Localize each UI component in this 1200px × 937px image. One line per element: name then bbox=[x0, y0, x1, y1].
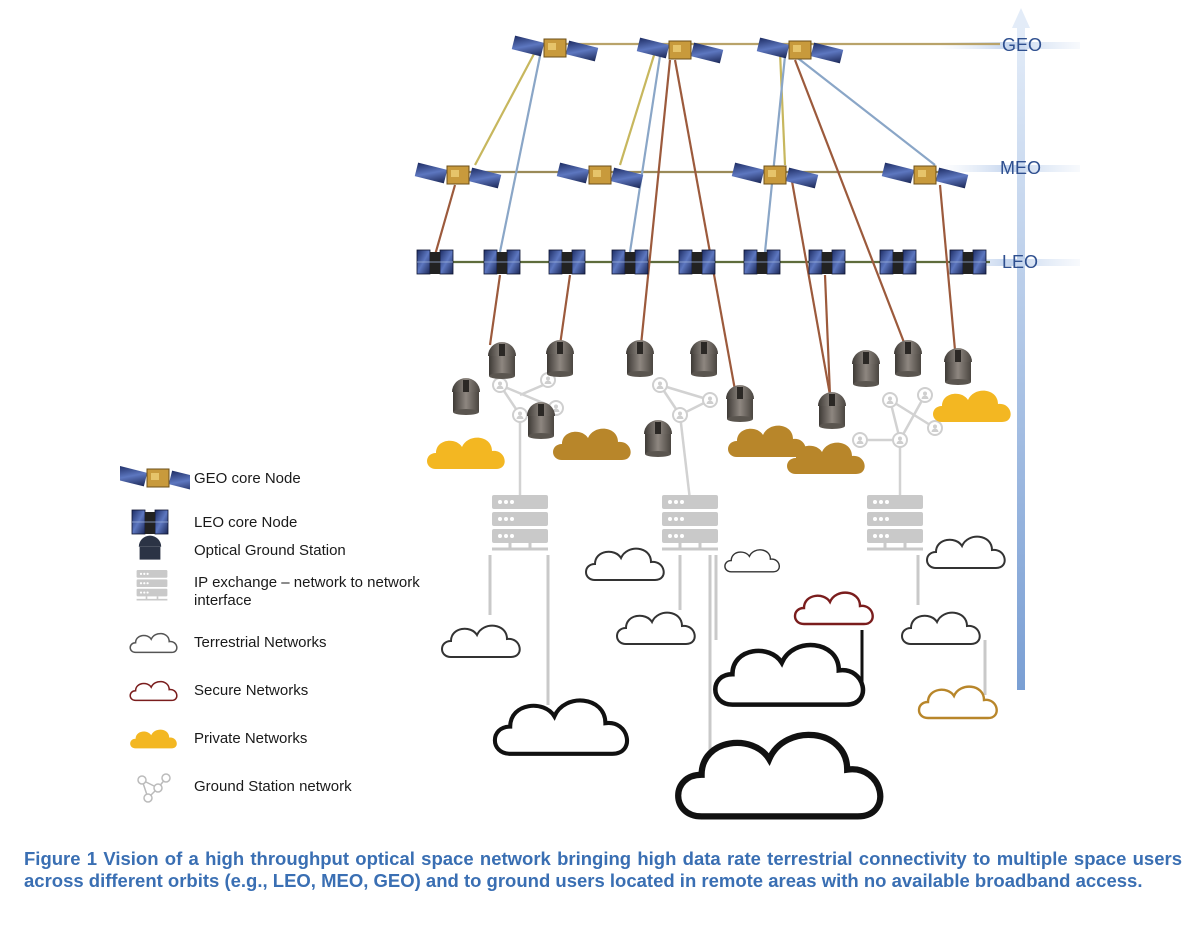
geo-satellite-icon bbox=[120, 465, 190, 492]
meo-satellites bbox=[414, 162, 969, 189]
ground-station-icon bbox=[726, 385, 754, 422]
network-diagram: GEO MEO LEO bbox=[414, 8, 1080, 830]
meo-satellite-icon bbox=[731, 162, 819, 189]
altitude-arrow bbox=[1012, 8, 1030, 690]
legend-item-private-networks: Private Networks bbox=[120, 722, 480, 752]
legend-item-geo-core-node: GEO core Node bbox=[120, 462, 480, 492]
network-node-icon bbox=[917, 387, 933, 403]
network-node-icon bbox=[852, 432, 868, 448]
ground-station-icon bbox=[818, 392, 846, 429]
terrestrial-cloud-icon bbox=[724, 549, 780, 573]
leo-satellite-icon bbox=[879, 249, 917, 275]
terrestrial-links bbox=[488, 555, 987, 770]
legend-label: Optical Ground Station bbox=[194, 542, 346, 559]
ground-station-icon bbox=[488, 342, 516, 379]
large-terrestrial-networks bbox=[495, 645, 880, 816]
meo-orbit-label: MEO bbox=[1000, 158, 1041, 178]
legend-item-terrestrial-networks: Terrestrial Networks bbox=[120, 626, 480, 656]
legend-label: Ground Station network bbox=[194, 778, 352, 795]
geo-satellite-icon bbox=[636, 37, 724, 64]
terrestrial-cloud-icon bbox=[585, 547, 665, 581]
orbit-bands bbox=[940, 42, 1080, 266]
network-node-icon bbox=[892, 432, 908, 448]
legend-item-ip-exchange: IP exchange – network to network interfa… bbox=[120, 566, 480, 612]
legend-label: LEO core Node bbox=[194, 514, 298, 531]
leo-satellite-icon bbox=[416, 249, 454, 275]
server-rack-icon bbox=[865, 493, 925, 551]
network-node-icon bbox=[702, 392, 718, 408]
secure-cloud-icon bbox=[129, 680, 178, 702]
network-node-icon bbox=[882, 392, 898, 408]
server-rack-icon bbox=[660, 493, 720, 551]
legend-item-secure-networks: Secure Networks bbox=[120, 674, 480, 704]
geo-satellite-icon bbox=[511, 35, 599, 62]
leo-satellites bbox=[416, 249, 987, 275]
leo-satellite-icon bbox=[743, 249, 781, 275]
leo-satellite-icon bbox=[678, 249, 716, 275]
geo-orbit-label: GEO bbox=[1002, 35, 1042, 55]
leo-satellite-icon bbox=[808, 249, 846, 275]
leo-satellite-icon bbox=[548, 249, 586, 275]
terrestrial-cloud-icon bbox=[715, 645, 863, 705]
ground-station-icon bbox=[138, 535, 162, 560]
ground-station-icon bbox=[546, 340, 574, 377]
legend-label: Private Networks bbox=[194, 730, 308, 747]
terrestrial-cloud-icon bbox=[495, 700, 627, 753]
ground-station-icon bbox=[852, 350, 880, 387]
legend-item-optical-ground-station: Optical Ground Station bbox=[120, 534, 480, 564]
meo-satellite-icon bbox=[556, 162, 644, 189]
figure-caption: Figure 1 Vision of a high throughput opt… bbox=[24, 848, 1182, 891]
network-node-icon bbox=[512, 407, 528, 423]
leo-satellite-icon bbox=[611, 249, 649, 275]
legend-label: IP exchange – network to network interfa… bbox=[194, 574, 420, 609]
geo-satellites bbox=[511, 35, 844, 64]
ip-exchanges bbox=[490, 493, 925, 551]
terrestrial-cloud-icon bbox=[926, 535, 1006, 569]
server-rack-icon bbox=[135, 569, 169, 601]
legend-label: GEO core Node bbox=[194, 470, 301, 487]
ground-station-icon bbox=[527, 402, 555, 439]
private-cloud-icon bbox=[130, 729, 177, 749]
legend-item-ground-station-network: Ground Station network bbox=[120, 770, 480, 803]
private-cloud-icon bbox=[728, 425, 806, 457]
ground-station-icon bbox=[644, 420, 672, 457]
leo-satellite-icon bbox=[483, 249, 521, 275]
legend-item-leo-core-node: LEO core Node bbox=[120, 506, 480, 536]
ground-station-icon bbox=[944, 348, 972, 385]
terrestrial-networks bbox=[441, 535, 1006, 658]
meo-satellite-icon bbox=[414, 162, 502, 189]
network-node-icon bbox=[652, 377, 668, 393]
ground-station-icon bbox=[690, 340, 718, 377]
secure-cloud-icon bbox=[793, 591, 874, 626]
server-rack-icon bbox=[490, 493, 550, 551]
network-node-icon bbox=[927, 420, 943, 436]
terrestrial-cloud-icon bbox=[129, 632, 178, 654]
network-node-icon bbox=[672, 407, 688, 423]
private-networks bbox=[427, 390, 1011, 474]
network-graph-icon bbox=[137, 773, 171, 803]
ground-station-icon bbox=[452, 378, 480, 415]
leo-satellite-icon bbox=[949, 249, 987, 275]
network-node-icon bbox=[492, 377, 508, 393]
private-cloud-icon bbox=[553, 428, 631, 460]
private-cloud-icon bbox=[933, 390, 1011, 422]
legend-label: Terrestrial Networks bbox=[194, 634, 327, 651]
ground-station-icon bbox=[626, 340, 654, 377]
terrestrial-cloud-icon bbox=[901, 611, 981, 645]
legend: GEO core Node LEO core Node Optical Grou… bbox=[120, 460, 480, 820]
leo-orbit-label: LEO bbox=[1002, 252, 1038, 272]
terrestrial-cloud-icon bbox=[616, 611, 696, 645]
ground-station-icon bbox=[894, 340, 922, 377]
legend-label: Secure Networks bbox=[194, 682, 309, 699]
